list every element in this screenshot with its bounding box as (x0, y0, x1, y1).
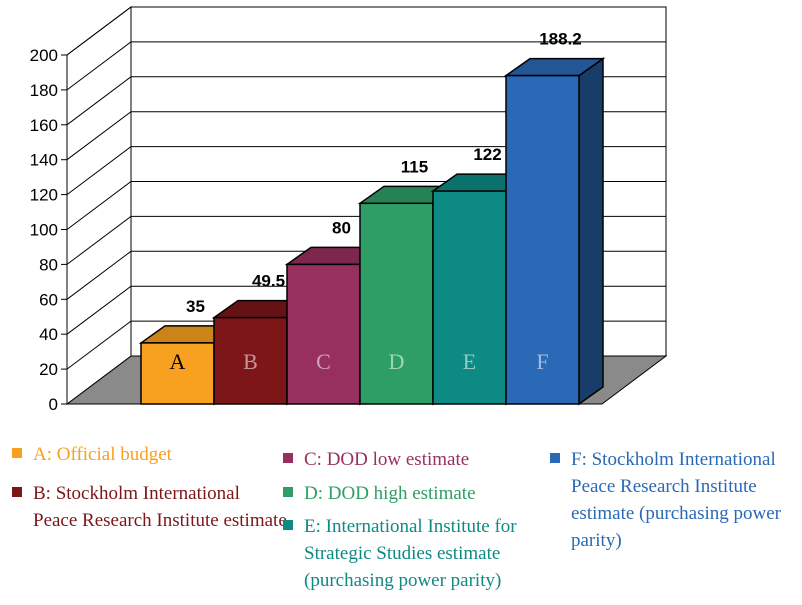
y-tick-label: 80 (39, 255, 58, 274)
bar-data-label: 188.2 (539, 30, 582, 49)
y-tick-label: 20 (39, 360, 58, 379)
y-tick-label: 100 (30, 221, 58, 240)
legend-label-a: A: Official budget (33, 444, 172, 465)
bar-data-label: 49.5 (252, 272, 285, 291)
legend-label-b: B: Stockholm International Peace Researc… (33, 483, 287, 531)
y-tick-label: 120 (30, 186, 58, 205)
bar-category-label: C (316, 349, 331, 374)
legend-label-f: F: Stockholm International Peace Researc… (571, 449, 781, 551)
bar-front (286, 263, 361, 405)
legend-swatch-b (12, 487, 22, 497)
legend-item-e: E: International Institute for Strategic… (283, 513, 548, 594)
y-tick-label: 160 (30, 116, 58, 135)
legend-item-c: C: DOD low estimate (283, 446, 533, 473)
bar-category-label: B (243, 349, 258, 374)
y-tick-label: 180 (30, 81, 58, 100)
legend-label-e: E: International Institute for Strategic… (304, 516, 517, 591)
y-tick-label: 200 (30, 46, 58, 65)
y-tick-label: 60 (39, 290, 58, 309)
bar-data-label: 122 (473, 145, 501, 164)
legend-item-a: A: Official budget (12, 441, 262, 468)
y-tick-label: 40 (39, 325, 58, 344)
legend-label-c: C: DOD low estimate (304, 449, 470, 470)
bar-side (578, 57, 604, 406)
gridline (66, 41, 666, 91)
bar-category-label: D (389, 349, 405, 374)
y-tick-label: 140 (30, 151, 58, 170)
legend-swatch-c (283, 453, 293, 463)
gridline (66, 146, 666, 196)
bar-data-label: 80 (332, 218, 351, 237)
gridline (66, 6, 666, 56)
bar-data-label: 35 (186, 297, 205, 316)
bar-category-label: F (536, 349, 548, 374)
bar-data-label: 115 (401, 157, 428, 176)
legend-swatch-a (12, 448, 22, 458)
legend-swatch-e (283, 520, 293, 530)
bar-front (359, 202, 434, 405)
legend-item-b: B: Stockholm International Peace Researc… (12, 480, 287, 534)
legend-item-f: F: Stockholm International Peace Researc… (550, 446, 795, 554)
bar-f: F 188.2 (503, 30, 606, 406)
bar-category-label: A (170, 349, 186, 374)
bar-front (505, 74, 580, 405)
bar-front (213, 316, 288, 405)
legend-swatch-f (550, 453, 560, 463)
y-tick-label: 0 (49, 395, 58, 414)
gridline (66, 111, 666, 161)
legend-swatch-d (283, 487, 293, 497)
bar-category-label: E (463, 349, 476, 374)
gridline (66, 76, 666, 126)
legend-item-d: D: DOD high estimate (283, 480, 533, 507)
legend-label-d: D: DOD high estimate (304, 483, 476, 504)
